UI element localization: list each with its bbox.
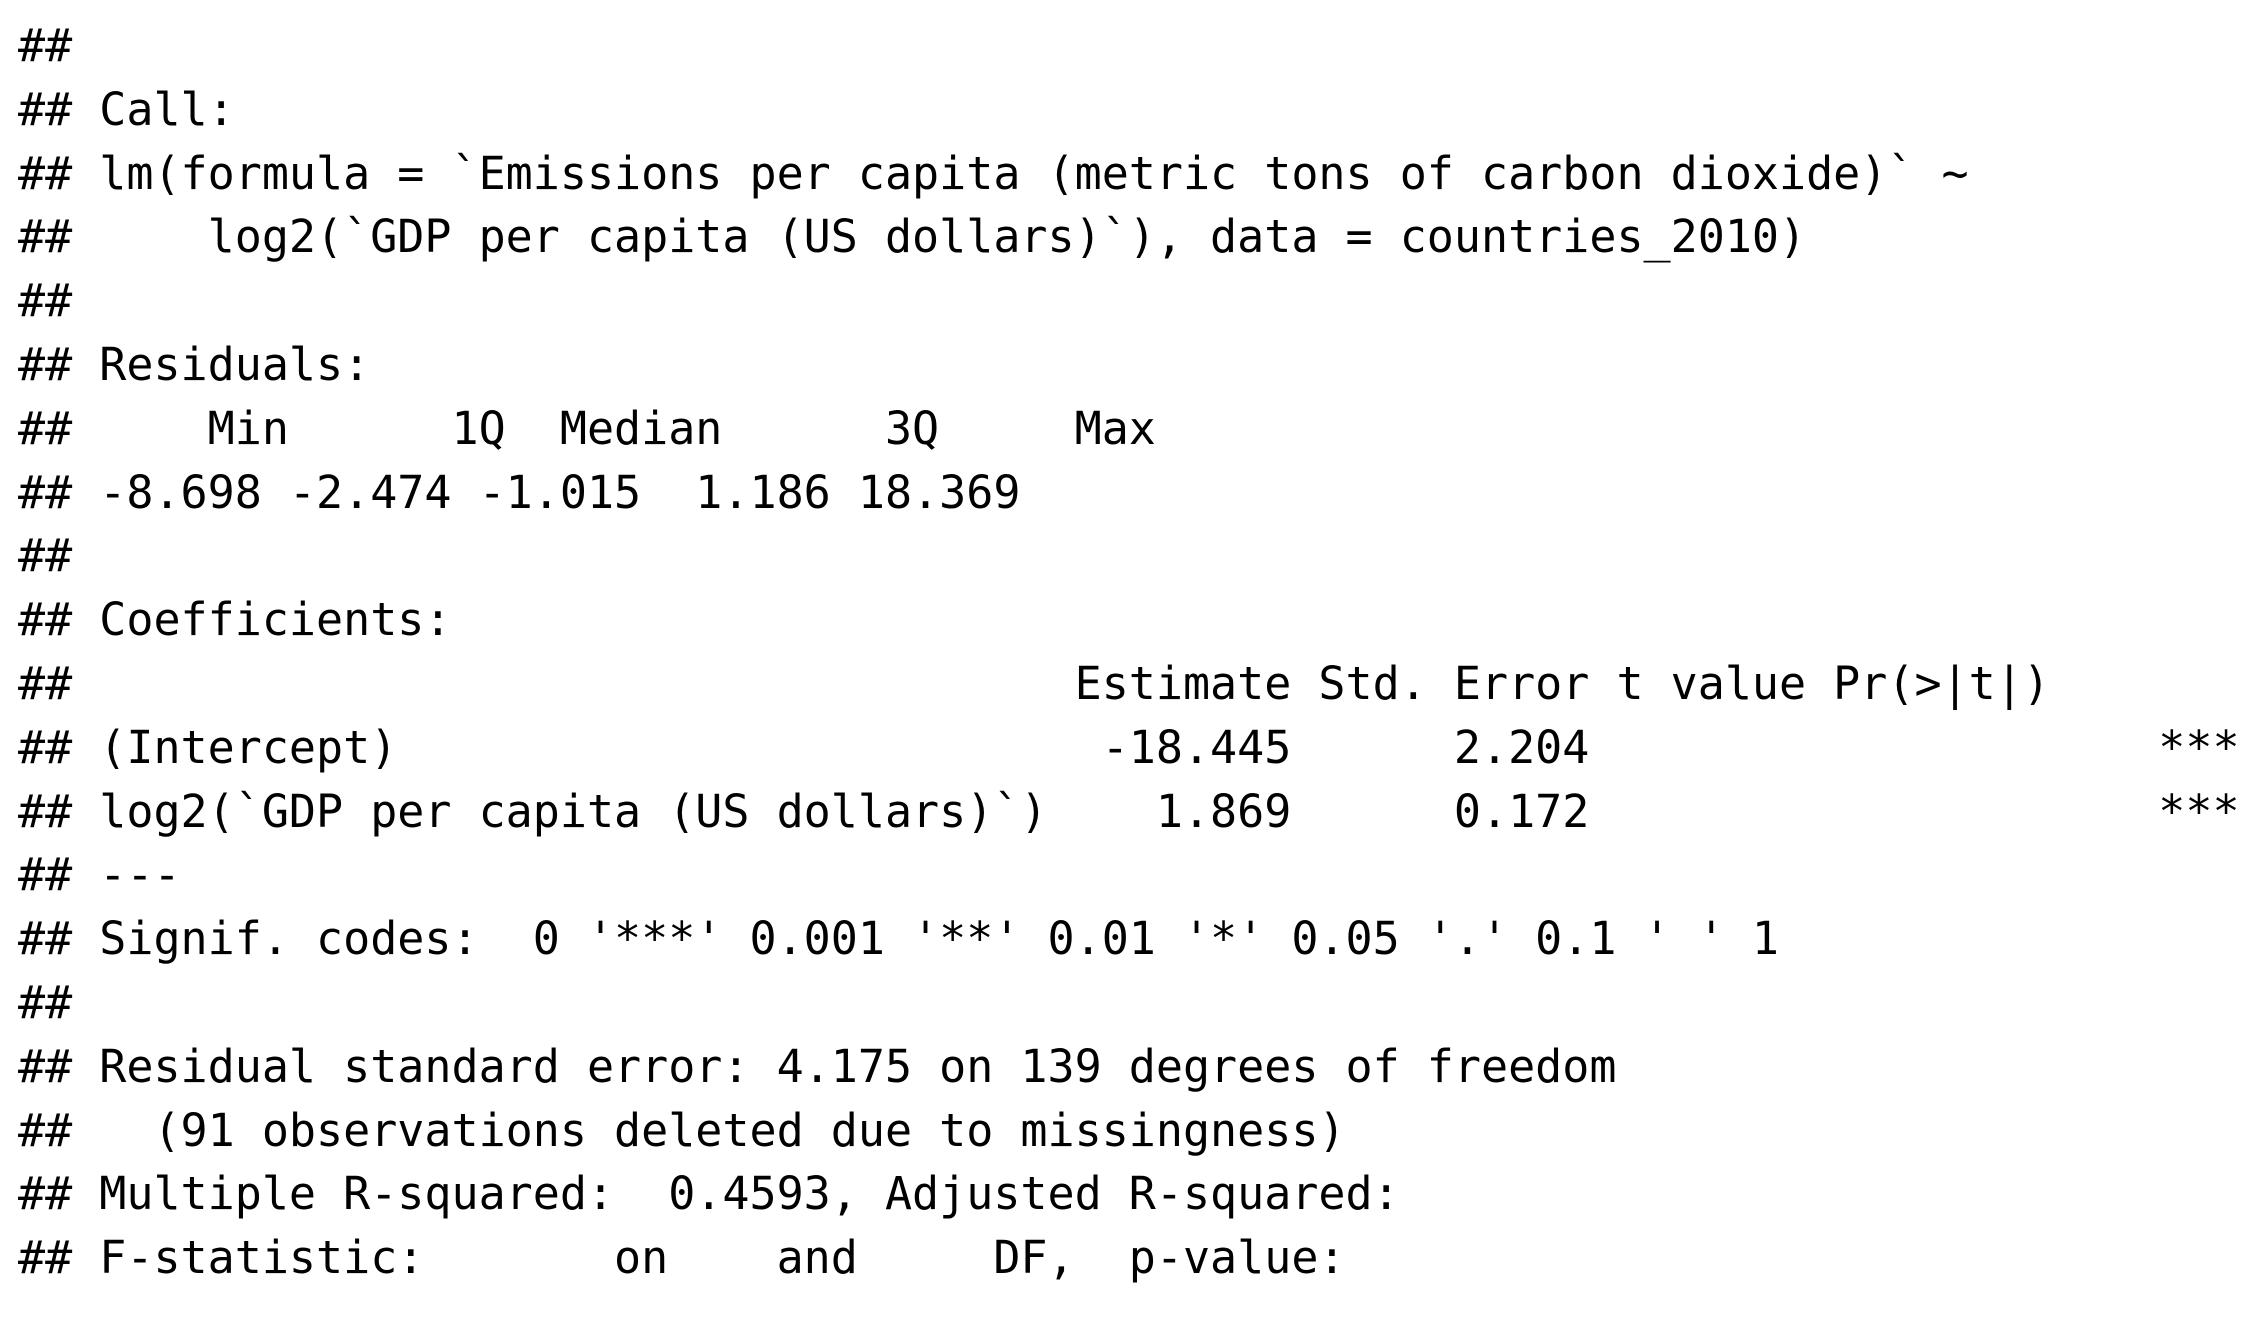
- residuals-heading: ## Residuals:: [18, 337, 371, 391]
- separator-line: ## ---: [18, 848, 181, 902]
- residual-standard-error-line: ## Residual standard error: 4.175 on 139…: [18, 1039, 1617, 1093]
- output-line-blank: ##: [18, 975, 73, 1029]
- call-formula-line-2: ## log2(`GDP per capita (US dollars)`), …: [18, 210, 1807, 264]
- residuals-values-row: ## -8.698 -2.474 -1.015 1.186 18.369: [18, 465, 1021, 519]
- output-line-blank: ##: [18, 274, 73, 328]
- output-line-blank: ##: [18, 529, 73, 583]
- call-heading: ## Call:: [18, 82, 235, 136]
- missingness-note-line: ## (91 observations deleted due to missi…: [18, 1103, 1346, 1157]
- coefficients-heading: ## Coefficients:: [18, 593, 452, 647]
- call-formula-line-1: ## lm(formula = `Emissions per capita (m…: [18, 146, 1969, 200]
- signif-codes-line: ## Signif. codes: 0 '***' 0.001 '**' 0.0…: [18, 912, 1779, 966]
- output-line-blank: ##: [18, 19, 73, 72]
- r-squared-line: ## Multiple R-squared: 0.4593, Adjusted …: [18, 1167, 1400, 1221]
- coefficient-row-log2-gdp: ## log2(`GDP per capita (US dollars)`) 1…: [18, 784, 2240, 838]
- residuals-header-row: ## Min 1Q Median 3Q Max: [18, 401, 1156, 455]
- f-statistic-line: ## F-statistic: on and DF, p-value:: [18, 1231, 1346, 1285]
- coefficients-header-row: ## Estimate Std. Error t value Pr(>|t|): [18, 656, 2050, 710]
- r-console-output: ## ## Call: ## lm(formula = `Emissions p…: [18, 14, 2248, 1290]
- coefficient-row-intercept: ## (Intercept) -18.445 2.204 ***: [18, 720, 2240, 774]
